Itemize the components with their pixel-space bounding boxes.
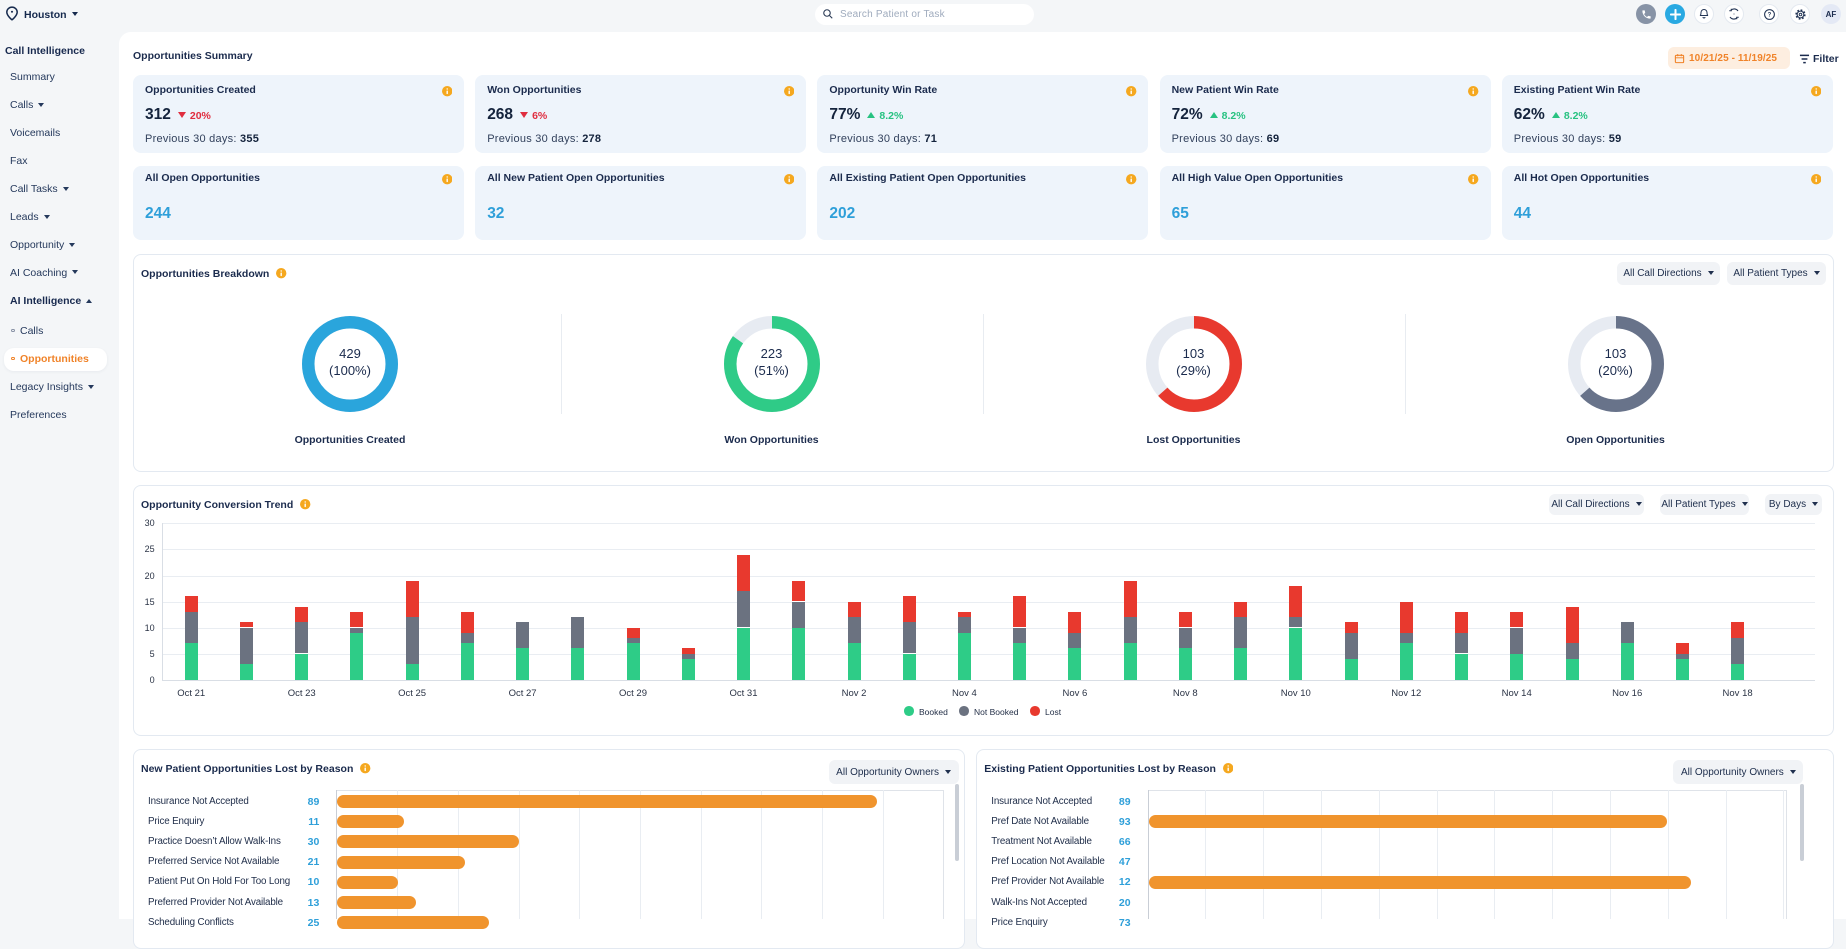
svg-text:?: ? [1767, 12, 1771, 18]
